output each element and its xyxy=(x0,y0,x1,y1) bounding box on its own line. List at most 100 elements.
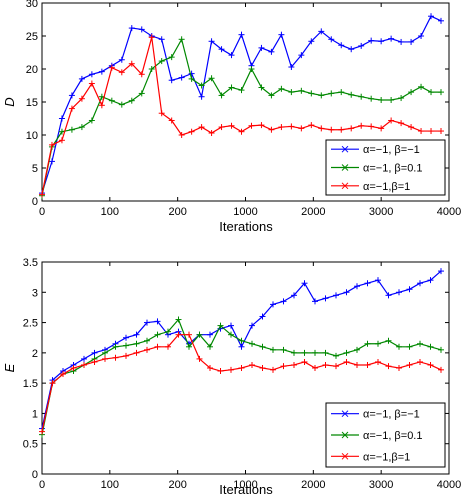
data-point xyxy=(48,141,55,148)
data-point xyxy=(438,268,444,275)
chart-bottom-ylabel: E xyxy=(2,363,17,372)
data-point xyxy=(438,366,444,373)
data-point xyxy=(364,280,371,287)
x-tick-label: 100 xyxy=(101,206,119,218)
data-point xyxy=(78,95,85,102)
data-point xyxy=(178,132,185,138)
data-point xyxy=(78,124,85,131)
data-point xyxy=(408,124,415,131)
data-point xyxy=(270,346,276,353)
data-point xyxy=(278,85,285,92)
data-point xyxy=(218,46,225,53)
data-point xyxy=(358,122,365,129)
data-point xyxy=(248,122,255,129)
data-point xyxy=(88,117,95,124)
data-point xyxy=(375,277,381,284)
legend-item: α=−1, β=0.1 xyxy=(331,430,422,442)
data-point xyxy=(438,346,444,353)
data-point xyxy=(186,343,192,350)
data-point xyxy=(128,97,135,104)
data-point xyxy=(358,93,365,100)
data-point xyxy=(298,125,305,132)
data-point xyxy=(88,71,95,78)
data-point xyxy=(388,117,395,124)
chart-bottom-xlabel: Iterations xyxy=(219,482,273,496)
data-point xyxy=(385,337,392,344)
data-point xyxy=(208,38,215,45)
data-point xyxy=(417,358,423,365)
data-point xyxy=(328,126,335,133)
y-tick-label: 30 xyxy=(26,0,38,10)
data-point xyxy=(268,48,275,55)
data-point xyxy=(385,292,392,299)
x-tick-label: 3000 xyxy=(369,479,393,491)
data-point xyxy=(208,130,215,137)
data-point xyxy=(259,343,266,350)
data-point xyxy=(98,68,105,75)
data-point xyxy=(333,352,339,359)
y-tick-label: 15 xyxy=(26,97,38,109)
x-tick-label: 2000 xyxy=(301,206,325,218)
data-point xyxy=(218,92,225,99)
data-point xyxy=(368,37,375,44)
data-point xyxy=(280,346,287,353)
data-point xyxy=(249,361,255,368)
data-point xyxy=(249,322,255,329)
data-point xyxy=(438,89,444,96)
data-point xyxy=(186,331,192,338)
data-point xyxy=(427,361,434,368)
data-point xyxy=(291,292,297,299)
data-point xyxy=(158,58,165,65)
data-point xyxy=(375,358,381,365)
data-point xyxy=(398,95,405,102)
data-point xyxy=(112,343,119,350)
data-point xyxy=(270,301,276,308)
data-point xyxy=(364,340,371,347)
data-point xyxy=(418,33,425,39)
data-point xyxy=(88,80,95,87)
data-point xyxy=(108,64,115,71)
data-point xyxy=(428,89,435,96)
chart-top-legend: α=−1, β=−1 α=−1, β=0.1 α=−1,β=1 xyxy=(325,139,446,196)
data-point xyxy=(259,313,266,320)
legend-label: α=−1, β=−1 xyxy=(363,144,420,156)
data-point xyxy=(175,331,182,338)
data-point xyxy=(49,380,56,387)
data-point xyxy=(238,343,245,350)
data-point xyxy=(375,340,381,347)
data-point xyxy=(291,361,297,368)
legend-item: α=−1, β=−1 xyxy=(331,144,420,156)
legend-label: α=−1, β=−1 xyxy=(363,409,420,421)
data-point xyxy=(123,342,129,349)
data-point xyxy=(91,349,98,356)
data-point xyxy=(144,319,150,326)
data-point xyxy=(118,101,125,108)
data-point xyxy=(144,337,150,344)
data-point xyxy=(217,368,224,375)
data-point xyxy=(178,74,185,81)
chart-bottom: 0 100 200 1000 2000 3000 400000.511.522.533.5 … xyxy=(2,257,461,496)
data-point xyxy=(328,90,335,97)
data-point xyxy=(368,95,375,102)
data-point xyxy=(123,352,129,359)
x-tick-label: 2000 xyxy=(301,479,325,491)
chart-top-xlabel: Iterations xyxy=(219,219,273,234)
data-point xyxy=(188,75,195,82)
data-point xyxy=(368,123,375,130)
data-point xyxy=(228,84,235,91)
x-tick-label: 1000 xyxy=(233,479,257,491)
data-point xyxy=(408,89,415,96)
data-point xyxy=(238,87,245,94)
data-point xyxy=(68,105,75,112)
data-point xyxy=(58,115,65,122)
data-point xyxy=(428,13,435,20)
y-tick-label: 25 xyxy=(26,31,38,43)
data-point xyxy=(148,66,155,72)
data-point xyxy=(308,38,315,45)
x-tick-label: 3000 xyxy=(369,206,393,218)
data-point xyxy=(298,52,305,59)
data-point xyxy=(198,124,205,131)
y-tick-label: 0 xyxy=(32,469,38,481)
data-point xyxy=(288,89,295,96)
